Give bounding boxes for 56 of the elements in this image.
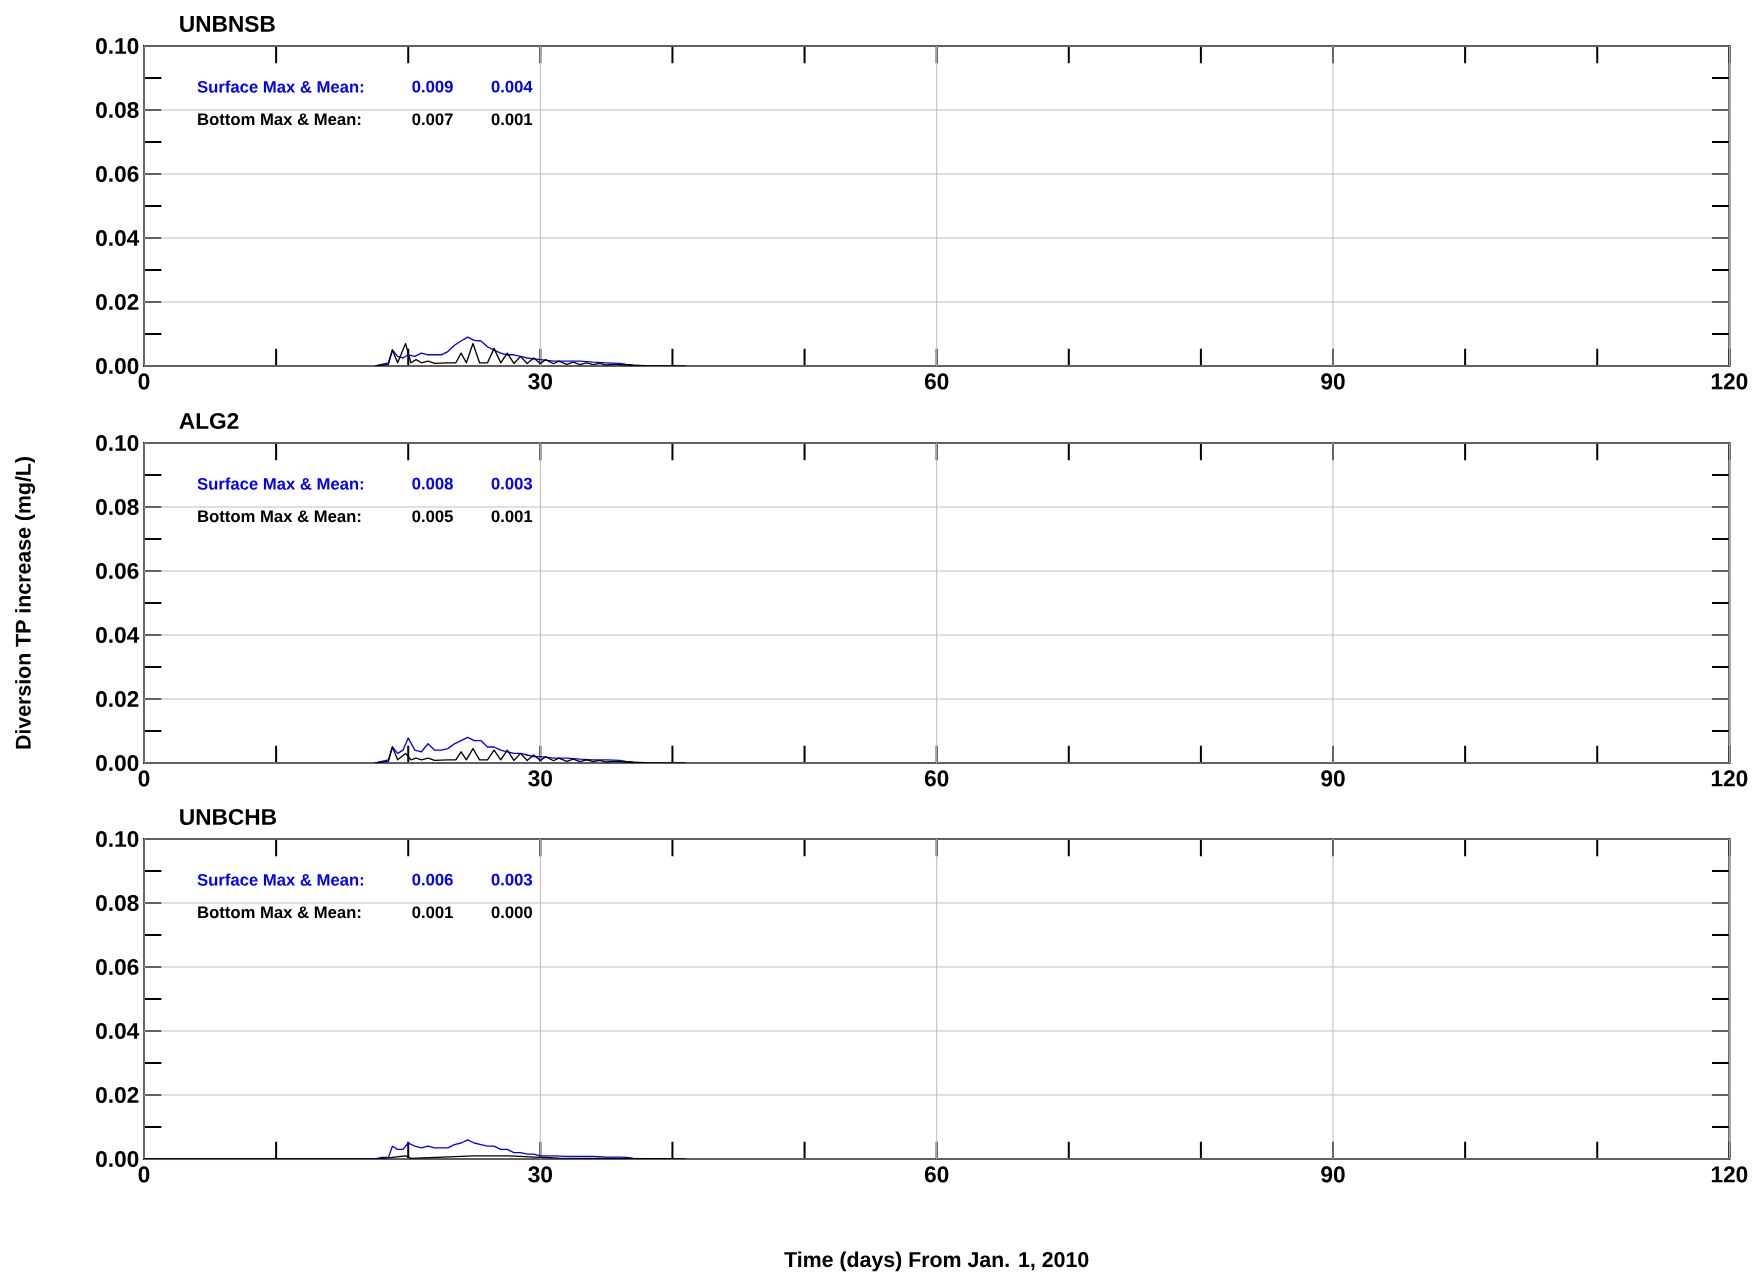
annotation: 0.007 [412, 113, 453, 126]
x-tick-label: 90 [1321, 770, 1345, 787]
annotation: Surface Max & Mean: [197, 80, 364, 93]
chart-title: UNBNSB [180, 15, 275, 32]
x-tick-label: 0 [138, 1166, 150, 1183]
x-tick-label: 90 [1321, 1166, 1345, 1183]
x-axis-title: Time (days) From Jan. 1, 2010 [784, 1251, 1089, 1272]
x-tick-label: 0 [138, 770, 150, 787]
x-tick-label: 0 [138, 373, 150, 390]
annotation: 0.000 [491, 906, 532, 919]
y-tick-label: 0.10 [96, 434, 139, 452]
x-tick-label: 60 [924, 373, 949, 390]
annotation: 0.001 [491, 510, 533, 523]
annotation: 0.003 [491, 873, 533, 886]
y-tick-label: 0.08 [96, 101, 139, 119]
y-tick-label: 0.02 [96, 1086, 139, 1104]
y-tick-label: 0.04 [96, 626, 140, 644]
annotation: 0.008 [412, 477, 453, 490]
y-tick-label: 0.06 [96, 165, 139, 183]
x-tick-label: 90 [1321, 373, 1345, 390]
annotation: 0.009 [412, 80, 453, 93]
y-tick-label: 0.02 [96, 690, 139, 708]
x-tick-label: 60 [924, 1166, 949, 1183]
y-tick-label: 0.04 [96, 229, 140, 247]
chart-title: ALG2 [179, 412, 239, 429]
y-tick-label: 0.00 [96, 754, 139, 772]
y-tick-label: 0.06 [96, 958, 139, 976]
y-tick-label: 0.06 [96, 562, 139, 580]
y-tick-label: 0.00 [96, 1150, 139, 1168]
y-tick-label: 0.00 [96, 357, 139, 375]
annotation: 0.005 [412, 510, 453, 523]
y-tick-label: 0.08 [96, 498, 139, 516]
y-tick-label: 0.08 [96, 894, 139, 912]
annotation: 0.001 [412, 906, 453, 919]
annotation: 0.004 [491, 80, 533, 93]
y-axis-title: Diversion TP increase (mg/L) [15, 457, 36, 749]
y-tick-label: 0.04 [96, 1022, 140, 1040]
annotation: Surface Max & Mean: [197, 477, 364, 490]
annotation: Bottom Max & Mean: [198, 113, 361, 126]
y-tick-label: 0.10 [96, 37, 139, 55]
y-tick-label: 0.10 [96, 830, 139, 848]
x-tick-label: 30 [528, 1166, 552, 1183]
x-tick-label: 120 [1711, 1166, 1748, 1183]
annotation: Bottom Max & Mean: [198, 906, 361, 919]
annotation: 0.003 [491, 477, 533, 490]
annotation: Bottom Max & Mean: [198, 510, 361, 523]
y-tick-label: 0.02 [96, 293, 139, 311]
annotation: 0.006 [412, 873, 453, 886]
x-tick-label: 120 [1711, 373, 1748, 390]
chart-title: UNBCHB [180, 808, 276, 825]
x-tick-label: 120 [1711, 770, 1748, 787]
x-tick-label: 60 [924, 770, 949, 787]
annotation: Surface Max & Mean: [197, 873, 364, 886]
annotation: 0.001 [491, 113, 533, 126]
x-tick-label: 30 [528, 373, 552, 390]
x-tick-label: 30 [528, 770, 552, 787]
